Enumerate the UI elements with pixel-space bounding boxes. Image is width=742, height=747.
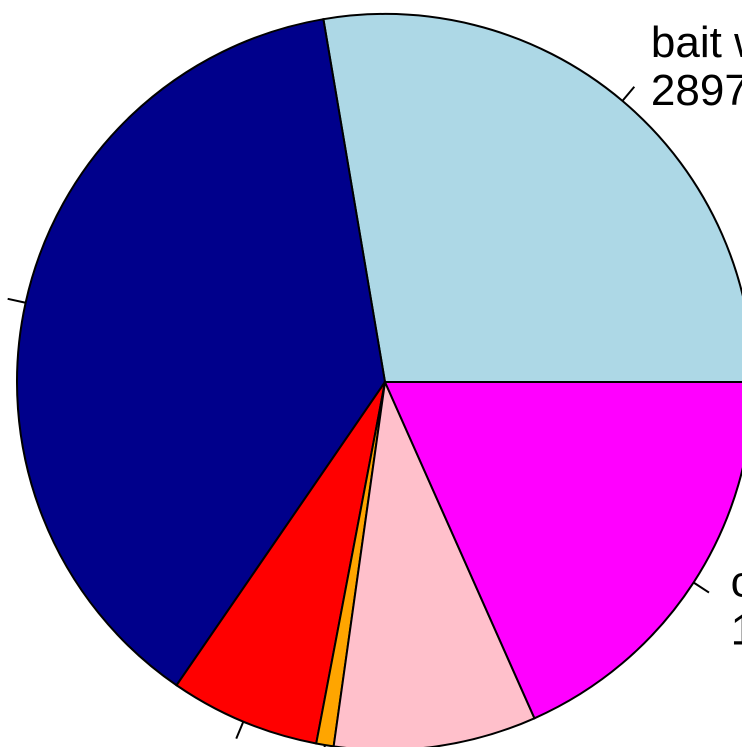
slice-label-5: c	[731, 558, 742, 607]
pie-slice-4	[332, 378, 536, 747]
pie-slice-0	[322, 13, 742, 383]
slice-value-label-0: 2897	[651, 66, 742, 115]
slice-leader-1	[7, 297, 26, 304]
slice-leader-2	[235, 721, 245, 740]
pie-slice-5	[383, 381, 742, 720]
slice-label-0: bait w	[651, 18, 742, 67]
slice-leader-0	[621, 86, 636, 102]
slice-leader-5	[693, 581, 710, 594]
slice-value-label-5: 1	[731, 606, 742, 655]
pie-slice-1	[16, 18, 387, 687]
